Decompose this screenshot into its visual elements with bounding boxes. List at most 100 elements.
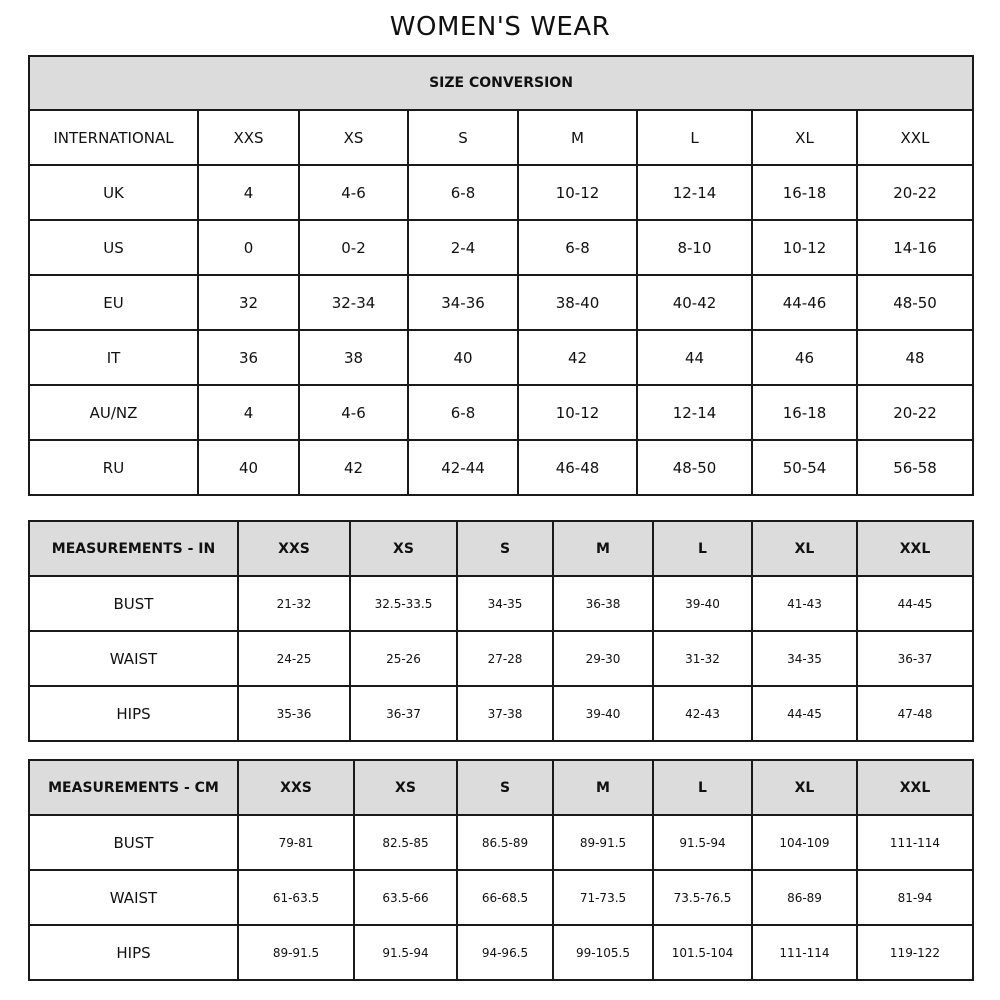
- table-cell: 29-30: [552, 630, 654, 687]
- column-header: XXL: [856, 759, 974, 816]
- table-cell: 50-54: [751, 439, 858, 496]
- table-cell: 44-45: [751, 685, 858, 742]
- row-label: INTERNATIONAL: [28, 109, 199, 166]
- row-label: AU/NZ: [28, 384, 199, 441]
- table-cell: 46-48: [517, 439, 638, 496]
- table-cell: 40-42: [636, 274, 753, 331]
- table-cell: 37-38: [456, 685, 554, 742]
- table-cell: 42-44: [407, 439, 519, 496]
- column-header: XL: [751, 759, 858, 816]
- row-label: US: [28, 219, 199, 276]
- table-cell: 38-40: [517, 274, 638, 331]
- table-cell: 48-50: [636, 439, 753, 496]
- table-cell: 89-91.5: [552, 814, 654, 871]
- table-header-row: INTERNATIONAL XXS XS S M L XL XXL: [28, 109, 974, 166]
- row-label: EU: [28, 274, 199, 331]
- table-cell: 12-14: [636, 164, 753, 221]
- table-cell: 79-81: [237, 814, 355, 871]
- table-cell: 36: [197, 329, 300, 386]
- table-row: EU 32 32-34 34-36 38-40 40-42 44-46 48-50: [28, 274, 974, 331]
- column-header: XXL: [856, 109, 974, 166]
- table-row: RU 40 42 42-44 46-48 48-50 50-54 56-58: [28, 439, 974, 496]
- table-cell: 6-8: [407, 384, 519, 441]
- table-cell: 46: [751, 329, 858, 386]
- row-label: MEASUREMENTS - IN: [28, 520, 239, 577]
- table-header-row: MEASUREMENTS - CM XXS XS S M L XL XXL: [28, 759, 974, 816]
- table-row: WAIST 24-25 25-26 27-28 29-30 31-32 34-35 36-37: [28, 630, 974, 687]
- row-label: HIPS: [28, 924, 239, 981]
- table-cell: 21-32: [237, 575, 351, 632]
- row-label: IT: [28, 329, 199, 386]
- table-cell: 12-14: [636, 384, 753, 441]
- measurements-in-table: MEASUREMENTS - IN XXS XS S M L XL XXL BUST 21-32 3…: [28, 520, 974, 742]
- column-header: S: [407, 109, 519, 166]
- table-cell: 16-18: [751, 384, 858, 441]
- table-cell: 101.5-104: [652, 924, 753, 981]
- table-cell: 91.5-94: [652, 814, 753, 871]
- table-cell: 32.5-33.5: [349, 575, 458, 632]
- table-cell: 36-37: [856, 630, 974, 687]
- table-row: AU/NZ 4 4-6 6-8 10-12 12-14 16-18 20-22: [28, 384, 974, 441]
- table-cell: 40: [407, 329, 519, 386]
- table-cell: 42-43: [652, 685, 753, 742]
- table-header-row: MEASUREMENTS - IN XXS XS S M L XL XXL: [28, 520, 974, 577]
- table-cell: 91.5-94: [353, 924, 458, 981]
- table-cell: 42: [298, 439, 409, 496]
- table-cell: 36-38: [552, 575, 654, 632]
- table-cell: 44-46: [751, 274, 858, 331]
- table-cell: 10-12: [751, 219, 858, 276]
- table-cell: 20-22: [856, 164, 974, 221]
- table-cell: 82.5-85: [353, 814, 458, 871]
- table-cell: 25-26: [349, 630, 458, 687]
- table-cell: 111-114: [751, 924, 858, 981]
- table-cell: 44: [636, 329, 753, 386]
- table-cell: 38: [298, 329, 409, 386]
- column-header: M: [517, 109, 638, 166]
- table-cell: 86.5-89: [456, 814, 554, 871]
- table-row: HIPS 89-91.5 91.5-94 94-96.5 99-105.5 101.5-1…: [28, 924, 974, 981]
- table-cell: 34-36: [407, 274, 519, 331]
- column-header: XXL: [856, 520, 974, 577]
- table-cell: 41-43: [751, 575, 858, 632]
- table-cell: 8-10: [636, 219, 753, 276]
- table-cell: 4-6: [298, 164, 409, 221]
- table-cell: 56-58: [856, 439, 974, 496]
- table-cell: 34-35: [751, 630, 858, 687]
- row-label: WAIST: [28, 630, 239, 687]
- column-header: XXS: [237, 759, 355, 816]
- row-label: MEASUREMENTS - CM: [28, 759, 239, 816]
- table-cell: 111-114: [856, 814, 974, 871]
- table-cell: 94-96.5: [456, 924, 554, 981]
- table-cell: 6-8: [517, 219, 638, 276]
- table-cell: 35-36: [237, 685, 351, 742]
- table-cell: 24-25: [237, 630, 351, 687]
- table-cell: 71-73.5: [552, 869, 654, 926]
- column-header: XXS: [237, 520, 351, 577]
- row-label: BUST: [28, 575, 239, 632]
- table-cell: 31-32: [652, 630, 753, 687]
- table-cell: 48: [856, 329, 974, 386]
- table-row: BUST 79-81 82.5-85 86.5-89 89-91.5 91.5-94 104…: [28, 814, 974, 871]
- column-header: M: [552, 520, 654, 577]
- table-cell: 36-37: [349, 685, 458, 742]
- row-label: UK: [28, 164, 199, 221]
- table-row: UK 4 4-6 6-8 10-12 12-14 16-18 20-22: [28, 164, 974, 221]
- table-row: IT 36 38 40 42 44 46 48: [28, 329, 974, 386]
- table-cell: 39-40: [552, 685, 654, 742]
- table-cell: 104-109: [751, 814, 858, 871]
- table-cell: 10-12: [517, 164, 638, 221]
- table-cell: 119-122: [856, 924, 974, 981]
- row-label: WAIST: [28, 869, 239, 926]
- table-cell: 44-45: [856, 575, 974, 632]
- column-header: M: [552, 759, 654, 816]
- table-cell: 16-18: [751, 164, 858, 221]
- column-header: L: [636, 109, 753, 166]
- table-cell: 2-4: [407, 219, 519, 276]
- column-header: S: [456, 520, 554, 577]
- table-cell: 42: [517, 329, 638, 386]
- page-title: WOMEN'S WEAR: [389, 12, 611, 42]
- table-cell: 0-2: [298, 219, 409, 276]
- table-cell: 73.5-76.5: [652, 869, 753, 926]
- table-row: WAIST 61-63.5 63.5-66 66-68.5 71-73.5 73.5-76…: [28, 869, 974, 926]
- table-cell: 20-22: [856, 384, 974, 441]
